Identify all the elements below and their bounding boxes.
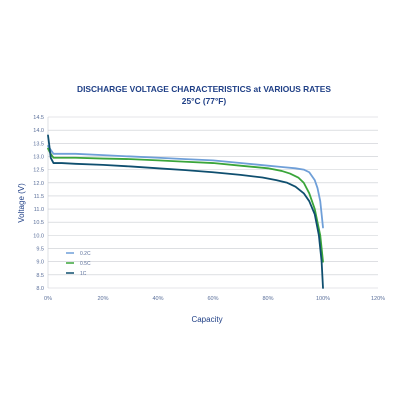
- y-tick-label: 10.5: [33, 220, 44, 226]
- y-axis-label: Voltage (V): [17, 183, 26, 223]
- series-line-2: [47, 134, 324, 289]
- x-tick-label: 80%: [262, 296, 273, 302]
- y-tick-label: 10.0: [33, 233, 44, 239]
- y-tick-label: 13.0: [33, 154, 44, 160]
- x-tick-label: 120%: [371, 296, 385, 302]
- x-tick-label: 60%: [207, 296, 218, 302]
- chart-title: DISCHARGE VOLTAGE CHARACTERISTICS at VAR…: [77, 84, 331, 94]
- x-axis-ticks: 0% 20% 40% 60% 80% 100% 120%: [44, 296, 385, 302]
- x-axis-label: Capacity: [191, 315, 222, 324]
- y-tick-label: 8.5: [36, 273, 44, 279]
- legend: 0.2C 0.5C 1C: [66, 251, 91, 277]
- x-tick-label: 100%: [316, 296, 330, 302]
- y-tick-label: 12.5: [33, 168, 44, 174]
- y-tick-label: 12.0: [33, 181, 44, 187]
- y-tick-label: 8.0: [36, 286, 44, 292]
- chart-subtitle: 25°C (77°F): [182, 96, 227, 106]
- y-tick-label: 11.0: [34, 207, 44, 213]
- x-tick-label: 20%: [97, 296, 108, 302]
- legend-label: 1C: [80, 271, 87, 277]
- gridlines: [47, 116, 378, 289]
- legend-label: 0.5C: [80, 261, 91, 267]
- legend-label: 0.2C: [80, 251, 91, 257]
- y-axis-ticks: 8.0 8.5 9.0 9.5 10.0 10.5 11.0 11.5 12.0 12.5 13.0…: [33, 115, 44, 292]
- y-tick-label: 9.5: [36, 247, 44, 253]
- y-tick-label: 14.0: [33, 128, 44, 134]
- y-tick-label: 11.5: [34, 194, 44, 200]
- x-tick-label: 0%: [44, 296, 52, 302]
- series-line-1: [47, 147, 324, 263]
- x-tick-label: 40%: [152, 296, 163, 302]
- y-tick-label: 13.5: [33, 141, 44, 147]
- series-line-0: [47, 145, 324, 229]
- y-tick-label: 14.5: [33, 115, 44, 121]
- y-tick-label: 9.0: [36, 260, 44, 266]
- series-lines: [47, 134, 324, 289]
